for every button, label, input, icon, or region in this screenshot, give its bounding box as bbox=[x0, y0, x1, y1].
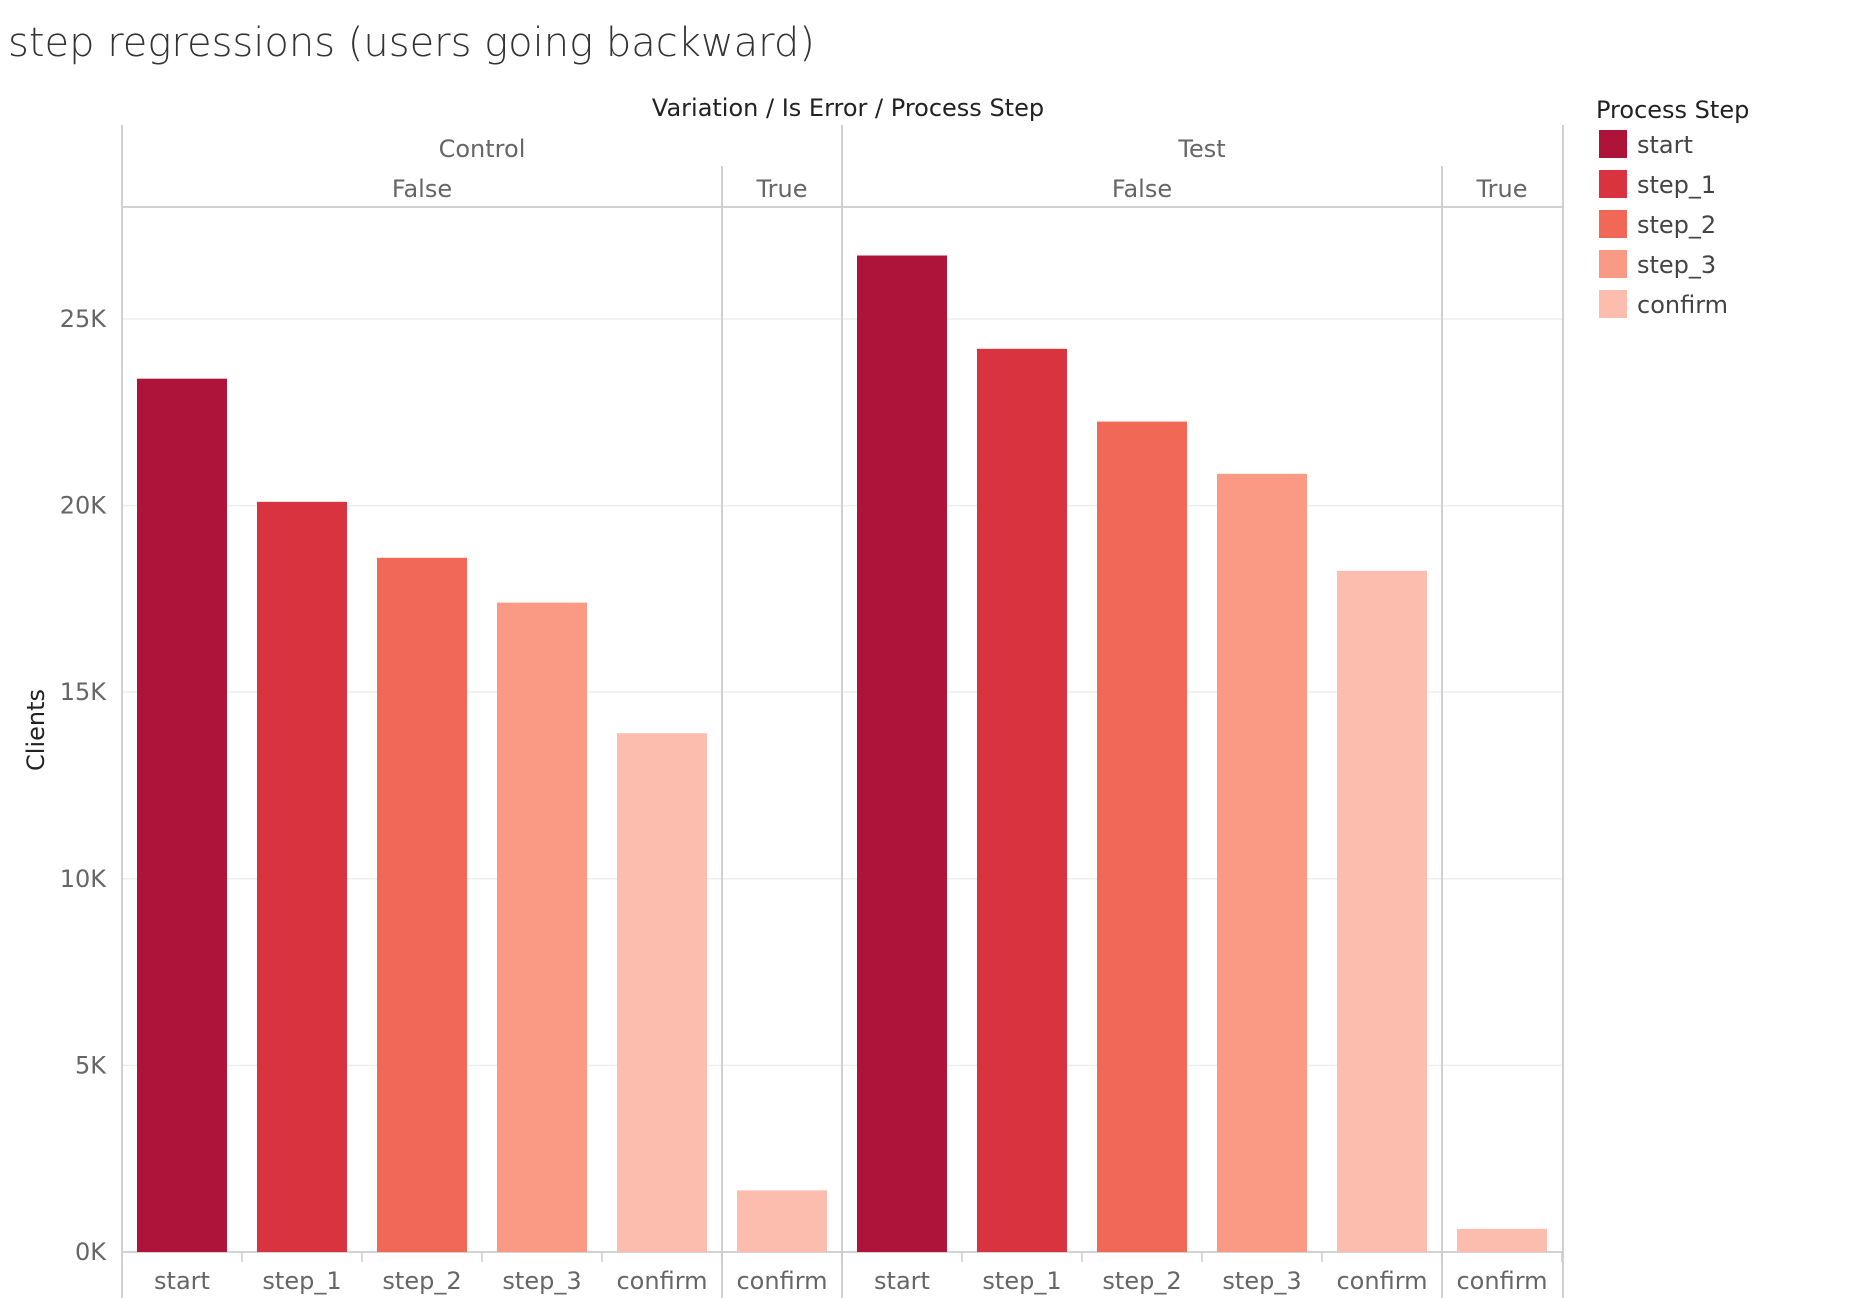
y-axis: 0K 5K 10K 15K 20K 25K bbox=[60, 305, 108, 1266]
y-tick-label: 15K bbox=[60, 678, 108, 706]
facet-label-is-error: True bbox=[756, 175, 808, 203]
facet-labels: False True Control False True Test bbox=[392, 135, 1528, 203]
y-axis-label: Clients bbox=[22, 689, 50, 771]
bar-control-false-confirm bbox=[617, 733, 707, 1252]
y-tick-label: 5K bbox=[75, 1051, 107, 1079]
bar-control-false-step-2 bbox=[377, 557, 467, 1252]
x-tick-label: step_2 bbox=[1102, 1267, 1181, 1295]
x-tick-label: confirm bbox=[616, 1267, 707, 1295]
y-tick-label: 20K bbox=[60, 492, 108, 520]
facet-label-is-error: False bbox=[392, 175, 452, 203]
bar-test-false-start bbox=[857, 255, 947, 1253]
facet-header-title: Variation / Is Error / Process Step bbox=[652, 94, 1044, 122]
legend-label: start bbox=[1637, 131, 1693, 159]
legend-label: step_3 bbox=[1637, 251, 1716, 279]
y-tick-label: 10K bbox=[60, 865, 108, 893]
bar-test-false-step-2 bbox=[1097, 421, 1187, 1252]
bar-test-false-confirm bbox=[1337, 570, 1427, 1252]
bar-control-true-confirm bbox=[737, 1190, 827, 1252]
x-axis: start step_1 step_2 step_3 confirm confirm sta… bbox=[154, 1252, 1563, 1295]
legend-swatch-step-1 bbox=[1599, 170, 1627, 198]
x-tick-label: confirm bbox=[1336, 1267, 1427, 1295]
chart-title: step regressions (users going backward) bbox=[8, 20, 815, 66]
x-tick-label: step_3 bbox=[502, 1267, 581, 1295]
facet-label-is-error: True bbox=[1476, 175, 1528, 203]
y-tick-label: 25K bbox=[60, 305, 108, 333]
x-tick-label: confirm bbox=[1456, 1267, 1547, 1295]
facet-label-variation: Control bbox=[439, 135, 526, 163]
x-tick-label: start bbox=[154, 1267, 210, 1295]
legend-swatch-step-3 bbox=[1599, 250, 1627, 278]
x-tick-label: start bbox=[874, 1267, 930, 1295]
legend-swatch-start bbox=[1599, 130, 1627, 158]
legend-label: confirm bbox=[1637, 291, 1728, 319]
y-tick-label: 0K bbox=[75, 1238, 107, 1266]
legend-label: step_2 bbox=[1637, 211, 1716, 239]
x-tick-label: step_2 bbox=[382, 1267, 461, 1295]
bar-test-true-confirm bbox=[1457, 1228, 1547, 1252]
legend-label: step_1 bbox=[1637, 171, 1716, 199]
bar-control-false-step-1 bbox=[257, 501, 347, 1252]
bars bbox=[137, 255, 1547, 1253]
bar-test-false-step-1 bbox=[977, 348, 1067, 1253]
legend-swatch-confirm bbox=[1599, 290, 1627, 318]
x-tick-label: step_1 bbox=[262, 1267, 341, 1295]
x-tick-label: step_3 bbox=[1222, 1267, 1301, 1295]
legend: Process Step start step_1 step_2 step_3conf… bbox=[1596, 96, 1749, 319]
facet-label-is-error: False bbox=[1112, 175, 1172, 203]
legend-title: Process Step bbox=[1596, 96, 1749, 124]
x-tick-label: step_1 bbox=[982, 1267, 1061, 1295]
bar-control-false-step-3 bbox=[497, 602, 587, 1252]
bar-control-false-start bbox=[137, 378, 227, 1252]
facet-label-variation: Test bbox=[1177, 135, 1225, 163]
x-tick-label: confirm bbox=[736, 1267, 827, 1295]
legend-swatch-step-2 bbox=[1599, 210, 1627, 238]
bar-test-false-step-3 bbox=[1217, 473, 1307, 1252]
